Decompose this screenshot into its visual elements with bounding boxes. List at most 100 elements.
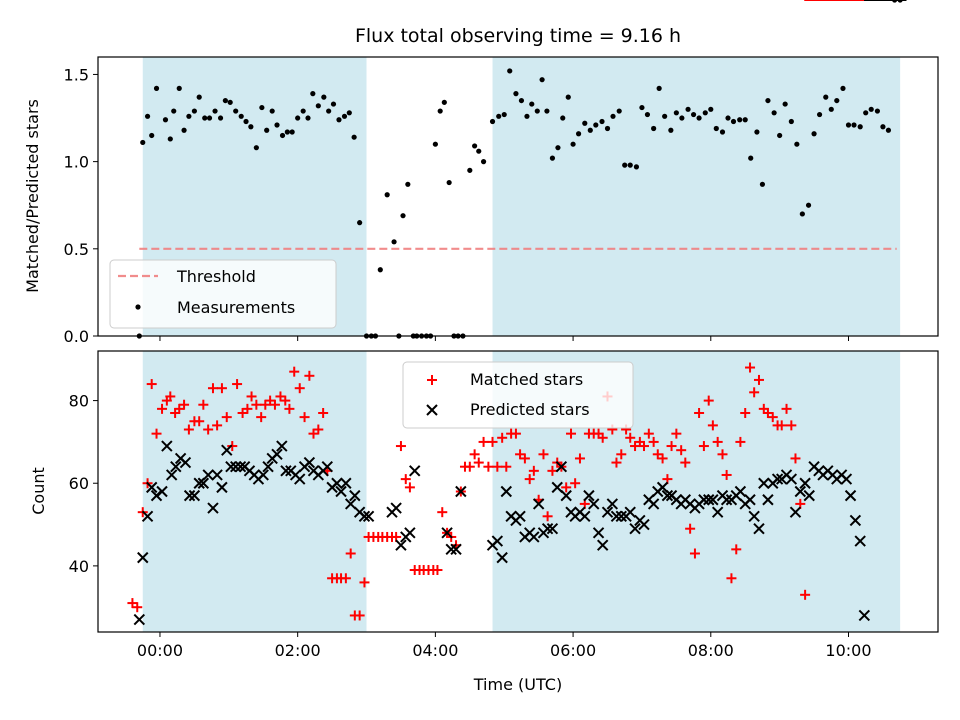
measurement-point [708,106,714,112]
measurement-point [472,143,478,149]
cross-stroke [629,522,641,535]
matched-star-point [294,383,305,394]
measurement-point [341,113,348,119]
measurement-point [788,118,794,125]
matched-star-point [745,362,756,373]
measurement-point [513,91,519,97]
cross-stroke [656,481,669,494]
measurement-point [181,127,187,133]
predicted-star-point [758,477,770,489]
measurement-point [264,127,270,133]
measurement-point [639,104,645,111]
predicted-star-point [624,506,636,518]
matched-star-point [689,548,700,559]
matched-star-point [478,436,489,447]
predicted-star-point [588,498,600,510]
predicted-star-point [514,510,526,523]
matched-star-point [800,589,811,600]
bottom-y-axis-label: Count [29,467,48,515]
cross-stroke [395,539,407,551]
cross-stroke [188,489,201,502]
cross-stroke [803,489,815,502]
cross-stroke [785,473,798,485]
threshold-legend-label: Threshold [176,267,256,286]
predicted-star-point [280,465,292,477]
predicted-star-point [271,448,283,461]
cross-stroke [771,473,784,485]
predicted-star-point [555,460,568,473]
matched-star-point [749,387,760,398]
cross-stroke [390,502,402,514]
cross-stroke [193,477,205,489]
predicted-star-point [156,485,168,498]
cross-stroke [588,498,600,510]
cross-stroke [221,444,233,456]
matched-star-point [194,416,205,427]
predicted-star-point [294,473,306,485]
cross-stroke [532,498,545,510]
matched-star-point [497,432,508,443]
measurement-point [811,131,817,137]
matched-star-point [712,436,723,447]
measurement-point [857,124,863,130]
predicted-stars-points [133,0,907,626]
cross-stroke [610,510,623,523]
matched-star-point [198,399,209,410]
matched-star-point [735,436,746,447]
measurement-point [186,113,192,119]
measurement-point [610,113,616,119]
predicted-star-point [849,514,862,527]
matched-star-point [671,428,682,439]
predicted-star-point [404,527,416,539]
measurement-point [212,108,218,114]
matched-star-point [483,461,494,472]
matched-star-point [469,449,480,460]
cross-stroke [762,494,774,506]
measurement-point [885,127,892,133]
predicted-star-point [551,481,563,494]
measurement-point [391,239,397,245]
matched-star-point [269,399,280,410]
measurement-point [222,97,228,104]
measurement-point [840,85,846,91]
matched-star-point [299,412,310,423]
measurement-point [476,148,482,154]
measurement-point [725,115,731,121]
measurement-point [713,125,719,132]
measurement-point [805,202,812,208]
matched-star-point [680,457,691,468]
measurement-point [357,220,363,226]
cross-stroke [441,527,453,539]
matched-star-point [643,428,654,439]
matched-star-point [354,610,365,621]
measurement-point [529,101,535,107]
bottom-y-ticks: 40 60 80 [69,392,98,576]
cross-stroke [583,489,595,502]
measurement-point [599,118,605,125]
measurement-point [539,77,545,83]
measurements-legend-swatch [135,304,141,310]
top-y-ticks: 0.0 0.5 1.0 1.5 [64,65,98,346]
measurement-point [149,132,155,139]
measurement-point [243,118,249,125]
predicted-star-point [179,456,192,469]
matched-star-point [437,507,448,518]
matched-star-point [611,457,622,468]
predicted-star-point [335,485,347,498]
cross-stroke [711,506,724,518]
measurement-point [274,122,280,128]
y-tick-label: 80 [69,392,89,411]
predicted-star-point [211,469,223,481]
measurement-point [593,122,599,128]
measurement-point [673,110,679,116]
y-tick-label: 40 [69,557,89,576]
measurement-point [685,106,691,112]
measurement-point [524,113,530,119]
measurement-point [560,115,566,121]
observing-span [142,351,367,632]
x-tick-label: 02:00 [275,641,321,660]
matched-star-point [151,428,162,439]
measurement-point [604,125,611,132]
predicted-star-point [753,522,765,535]
